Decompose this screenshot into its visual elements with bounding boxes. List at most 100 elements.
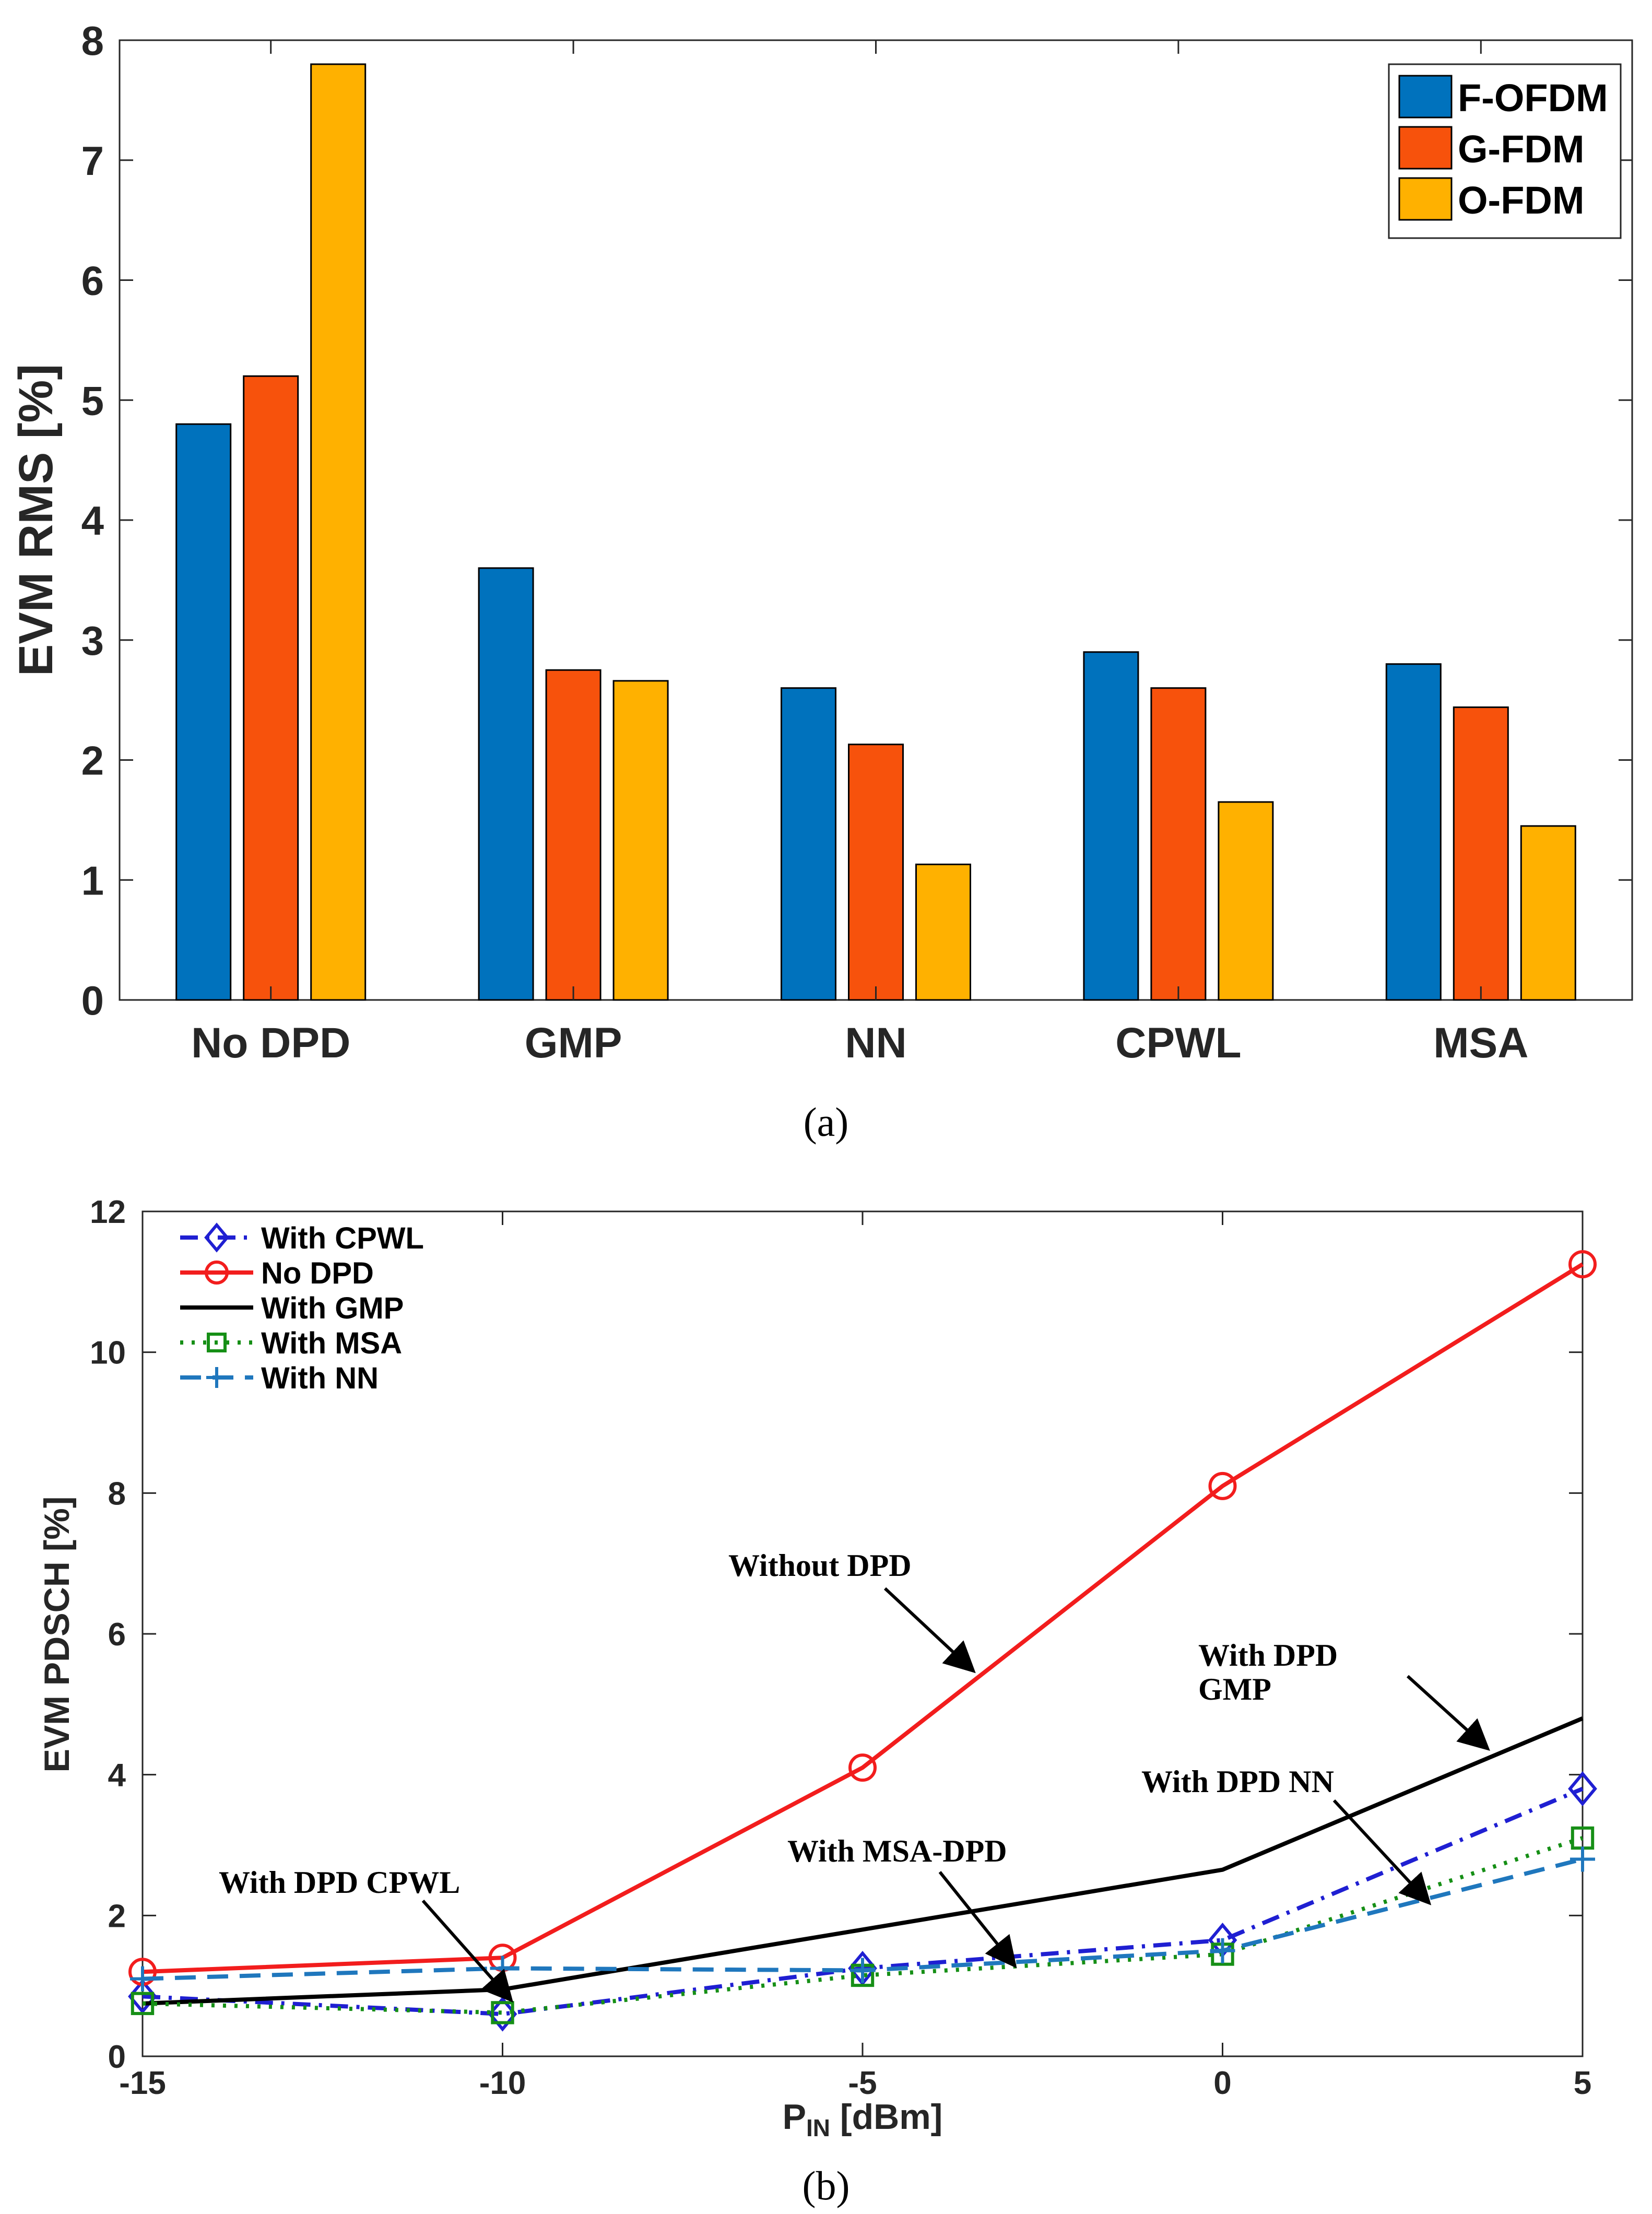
panel-a-bars bbox=[175, 63, 1576, 1001]
bar bbox=[478, 567, 534, 1001]
x-tick-label: MSA bbox=[1433, 1019, 1528, 1067]
legend-label: With NN bbox=[261, 1361, 379, 1395]
y-tick-label: 10 bbox=[90, 1335, 126, 1371]
marker-plus bbox=[850, 1958, 875, 1983]
legend-swatch bbox=[1398, 177, 1453, 221]
panel-a-y-axis-label: EVM RMS [%] bbox=[9, 364, 63, 676]
bar bbox=[781, 687, 836, 1001]
x-tick-label: GMP bbox=[525, 1019, 622, 1067]
y-tick-label: 7 bbox=[81, 138, 104, 184]
y-tick-label: 4 bbox=[108, 1758, 126, 1794]
panel-b-y-ticks: 0 2 4 6 8 10 12 bbox=[90, 1194, 1583, 2075]
y-tick-label: 6 bbox=[81, 258, 104, 304]
panel-b-x-axis-label: PIN [dBm] bbox=[783, 2097, 943, 2141]
marker-circle bbox=[848, 1753, 877, 1782]
y-tick-label: 6 bbox=[108, 1617, 126, 1653]
y-tick-label: 0 bbox=[108, 2039, 126, 2075]
legend-label: O-FDM bbox=[1458, 179, 1585, 222]
marker-diamond bbox=[1568, 1771, 1597, 1807]
y-tick-label: 2 bbox=[108, 1898, 126, 1934]
legend-label: No DPD bbox=[261, 1256, 374, 1290]
panel-b-series bbox=[128, 1250, 1597, 2032]
bar bbox=[1520, 825, 1576, 1001]
annotation-with-dpd: With DPD bbox=[1198, 1638, 1338, 1673]
x-tick-label: -10 bbox=[479, 2065, 526, 2101]
legend-swatch bbox=[1398, 126, 1453, 170]
marker-plus bbox=[1570, 1846, 1595, 1872]
bar bbox=[1385, 663, 1442, 1001]
bar bbox=[175, 423, 232, 1001]
bar bbox=[915, 863, 971, 1001]
x-tick-label: 5 bbox=[1574, 2065, 1591, 2101]
y-tick-label: 1 bbox=[81, 857, 104, 903]
series-line bbox=[142, 1262, 1584, 1974]
marker-circle bbox=[205, 1261, 229, 1285]
y-tick-label: 5 bbox=[81, 378, 104, 423]
annotation-gmp: GMP bbox=[1198, 1672, 1271, 1706]
bar bbox=[1453, 706, 1509, 1001]
marker-diamond bbox=[848, 1950, 877, 1986]
bar bbox=[612, 680, 669, 1001]
panel-a-x-ticks: No DPD GMP NN CPWL MSA bbox=[191, 40, 1528, 1067]
bar bbox=[545, 669, 601, 1001]
panel-b-x-ticks: -15 -10 -5 0 5 bbox=[119, 1211, 1591, 2101]
x-label-main: P bbox=[783, 2097, 806, 2137]
annotation-with-dpd-cpwl: With DPD CPWL bbox=[219, 1865, 460, 1900]
x-tick-label: NN bbox=[845, 1019, 906, 1067]
x-label-rest: [dBm] bbox=[830, 2097, 942, 2137]
bar bbox=[1150, 687, 1207, 1001]
x-tick-label: -5 bbox=[848, 2065, 877, 2101]
arrow-dpd-nn bbox=[1332, 1799, 1432, 1905]
marker-plus bbox=[1210, 1938, 1235, 1963]
arrow-msa-dpd bbox=[938, 1871, 1017, 1969]
marker-diamond bbox=[128, 1979, 157, 2014]
bar bbox=[848, 744, 904, 1001]
y-tick-label: 8 bbox=[108, 1476, 126, 1512]
arrow-dpd-cpwl bbox=[421, 1900, 513, 2003]
panel-a-legend: F-OFDM G-FDM O-FDM bbox=[1388, 63, 1622, 239]
x-tick-label: CPWL bbox=[1115, 1019, 1241, 1067]
series-line bbox=[142, 1716, 1584, 2006]
arrow-without-dpd bbox=[883, 1587, 976, 1674]
marker-square bbox=[491, 2001, 514, 2024]
y-tick-label: 2 bbox=[81, 738, 104, 784]
y-tick-label: 3 bbox=[81, 618, 104, 664]
panel-a-bar-chart: 0 1 2 3 4 5 6 7 8 No DPD GMP NN CPWL MSA EVM RMS [%]… bbox=[9, 18, 1633, 1145]
legend-label: G-FDM bbox=[1458, 127, 1585, 171]
bar bbox=[1083, 651, 1139, 1001]
panel-a-caption: (a) bbox=[804, 1099, 849, 1145]
marker-plus bbox=[130, 1966, 155, 1992]
marker-square bbox=[207, 1333, 227, 1352]
annotation-without-dpd: Without DPD bbox=[728, 1548, 912, 1583]
marker-plus bbox=[206, 1367, 227, 1388]
marker-circle bbox=[1568, 1250, 1597, 1279]
annotation-with-msa-dpd: With MSA-DPD bbox=[787, 1834, 1007, 1868]
marker-diamond bbox=[204, 1222, 229, 1253]
marker-diamond bbox=[488, 1996, 517, 2032]
panel-b-line-chart: 0 2 4 6 8 10 12 -15 -10 -5 0 5 EVM PDSCH [%] PIN [… bbox=[37, 1194, 1597, 2208]
panel-b-y-axis-label: EVM PDSCH [%] bbox=[37, 1497, 77, 1773]
legend-label: With MSA bbox=[261, 1326, 402, 1360]
legend-label: With CPWL bbox=[261, 1221, 424, 1255]
y-tick-label: 4 bbox=[81, 498, 104, 544]
x-label-subscript: IN bbox=[806, 2114, 830, 2141]
panel-b-caption: (b) bbox=[803, 2163, 850, 2208]
bar bbox=[1218, 801, 1274, 1001]
y-tick-label: 8 bbox=[81, 18, 104, 64]
y-tick-label: 0 bbox=[81, 978, 104, 1023]
marker-circle bbox=[1208, 1471, 1237, 1500]
series-line bbox=[142, 1836, 1584, 2015]
x-tick-label: 0 bbox=[1213, 2065, 1231, 2101]
x-tick-label: No DPD bbox=[191, 1019, 350, 1067]
legend-swatch bbox=[1398, 75, 1453, 119]
legend-label: With GMP bbox=[261, 1291, 404, 1325]
legend-label: F-OFDM bbox=[1458, 76, 1608, 120]
bar bbox=[310, 63, 367, 1001]
panel-a-legend-items: F-OFDM G-FDM O-FDM bbox=[1398, 75, 1608, 222]
panel-a-y-ticks: 0 1 2 3 4 5 6 7 8 bbox=[81, 18, 1632, 1023]
y-tick-label: 12 bbox=[90, 1194, 126, 1230]
bar bbox=[243, 375, 299, 1001]
marker-square bbox=[131, 1992, 155, 2016]
x-tick-label: -15 bbox=[119, 2065, 166, 2101]
